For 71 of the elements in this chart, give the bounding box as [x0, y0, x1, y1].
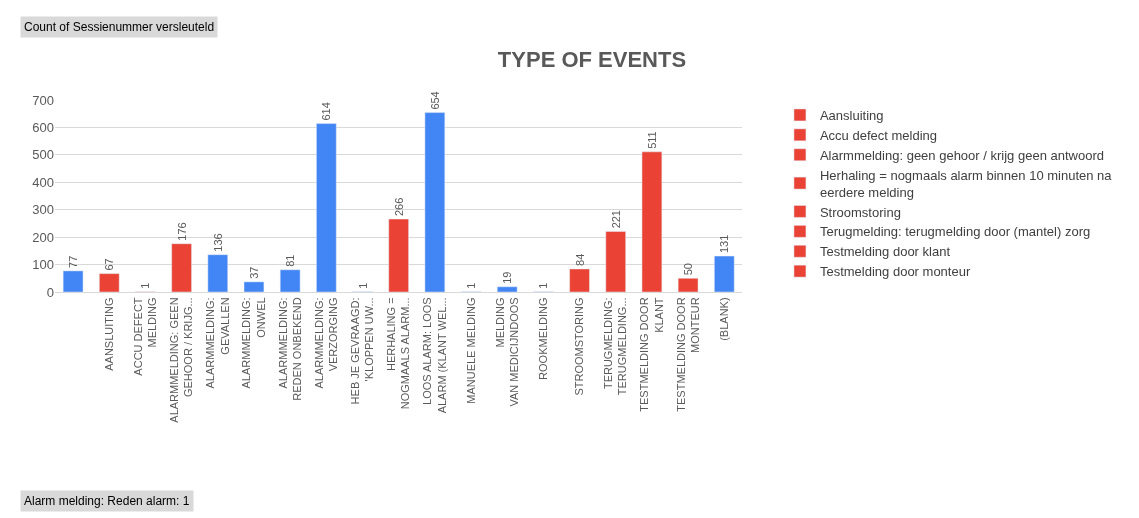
data-label: 37: [247, 266, 260, 279]
data-label: 654: [428, 91, 441, 110]
data-label: 84: [573, 253, 586, 266]
bar: [388, 218, 409, 292]
bar: [171, 243, 192, 292]
bar: [279, 269, 301, 292]
x-tick-label: TESTMELDING DOOR KLANT: [638, 297, 665, 412]
data-label: 81: [284, 254, 297, 267]
bar: [243, 281, 265, 292]
y-tick-label: 500: [32, 147, 54, 163]
x-tick-label: ALARMMELDING: GEVALLEN: [204, 297, 231, 389]
y-tick-label: 100: [32, 257, 54, 273]
bar: [677, 278, 699, 292]
x-tick-label: TESTMELDING DOOR MONTEUR: [674, 297, 701, 412]
data-label: 131: [718, 234, 731, 254]
data-label: 176: [175, 222, 188, 241]
data-label: 511: [645, 131, 658, 149]
bar: [605, 231, 626, 292]
bar: [497, 286, 518, 292]
x-tick-label: ROOKMELDING: [536, 297, 549, 380]
legend-label: Accu defect melding: [819, 127, 938, 143]
x-tick-label: MELDING VAN MEDICIJNDOOS: [493, 297, 520, 407]
y-tick-label: 700: [32, 92, 54, 108]
x-tick-label: ALARMMELDING: ONWEL: [240, 297, 267, 389]
x-tick-label: ALARMMELDING: VERZORGING: [312, 297, 340, 389]
y-tick-label: 600: [32, 119, 54, 135]
bar: [316, 123, 337, 292]
legend-label: Herhaling = nogmaals alarm binnen 10 minuten na eerdere melding: [819, 167, 1113, 200]
text: Alarm melding: Reden alarm: 1: [24, 494, 190, 508]
chart-title: TYPE OF EVENTS: [497, 47, 687, 73]
y-tick-label: 300: [32, 202, 54, 218]
legend-label: Aansluiting: [819, 108, 884, 124]
x-tick-label: STROOMSTORING: [573, 297, 586, 396]
x-tick-label: ACCU DEFECT MELDING: [131, 297, 159, 376]
bar: [714, 255, 735, 292]
bar: [641, 151, 663, 292]
data-label: 136: [211, 233, 224, 252]
legend-label: Testmelding door klant: [819, 244, 951, 260]
data-label: 1: [356, 282, 369, 289]
data-label: 1: [465, 282, 478, 289]
bar: [569, 268, 590, 292]
legend-label: Stroomstoring: [819, 204, 901, 220]
data-label: 221: [609, 210, 622, 229]
bar: [62, 270, 84, 292]
data-label: 19: [501, 271, 514, 284]
bar: [99, 273, 120, 292]
x-tick-label: HERHALING = NOGMAALS ALARM...: [385, 297, 412, 410]
legend-label: Terugmelding: terugmelding door (mantel) zorg: [819, 224, 1091, 240]
x-tick-label: TERUGMELDING: TERUGMELDING...: [602, 297, 629, 396]
y-tick-label: 400: [32, 174, 54, 190]
y-tick-label: 200: [32, 229, 54, 245]
data-label: 1: [537, 282, 550, 289]
data-label: 266: [392, 197, 405, 217]
data-label: 614: [320, 102, 333, 121]
legend-label: Testmelding door monteur: [819, 264, 971, 280]
x-tick-label: LOOS ALARM: LOOS ALARM (KLANT WEL...: [421, 297, 448, 414]
data-label: 1: [139, 282, 152, 289]
text: Count of Sessienummer versleuteld: [24, 20, 215, 34]
y-tick-label: 0: [46, 284, 54, 300]
data-label: 77: [67, 255, 80, 268]
data-label: 50: [682, 263, 695, 276]
x-tick-label: (BLANK): [717, 297, 730, 341]
x-tick-label: ALARMMELDING: REDEN ONBEKEND: [276, 297, 303, 401]
x-tick-label: HEB JE GEVRAAGD: 'KLOPPEN UW...: [348, 297, 376, 405]
data-label: 67: [103, 258, 116, 271]
bar: [424, 112, 446, 292]
x-tick-label: AANSLUITING: [102, 297, 115, 371]
x-tick-label: ALARMMELDING: GEEN GEHOOR / KRIJG...: [168, 297, 195, 423]
bar: [207, 254, 228, 292]
x-tick-label: MANUELE MELDING: [464, 297, 477, 404]
legend-label: Alarmmelding: geen gehoor / krijg geen antwoord: [819, 147, 1104, 163]
